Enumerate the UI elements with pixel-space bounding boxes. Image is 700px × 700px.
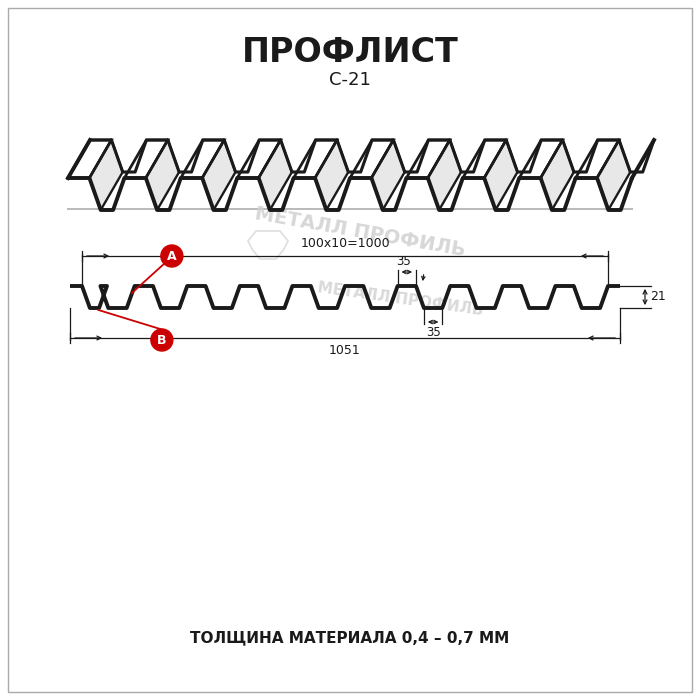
Polygon shape <box>125 140 168 178</box>
Text: МЕТАЛЛ ПРОФИЛЬ: МЕТАЛЛ ПРОФИЛЬ <box>316 280 484 318</box>
Polygon shape <box>407 140 450 178</box>
Polygon shape <box>350 140 393 178</box>
Polygon shape <box>519 140 563 178</box>
Text: ТОЛЩИНА МАТЕРИАЛА 0,4 – 0,7 ММ: ТОЛЩИНА МАТЕРИАЛА 0,4 – 0,7 ММ <box>190 631 510 645</box>
Polygon shape <box>293 140 337 178</box>
Polygon shape <box>68 140 111 178</box>
Text: 21: 21 <box>650 290 666 304</box>
Polygon shape <box>90 140 122 210</box>
Polygon shape <box>202 140 235 210</box>
Polygon shape <box>237 140 281 178</box>
Polygon shape <box>372 140 405 210</box>
Polygon shape <box>484 140 517 210</box>
Polygon shape <box>146 140 179 210</box>
Polygon shape <box>181 140 224 178</box>
Text: 35: 35 <box>426 326 440 339</box>
Circle shape <box>161 245 183 267</box>
Polygon shape <box>540 140 574 210</box>
Polygon shape <box>315 140 349 210</box>
Text: A: A <box>167 249 176 262</box>
Text: 100х10=1000: 100х10=1000 <box>300 237 390 250</box>
Polygon shape <box>463 140 506 178</box>
Text: B: B <box>157 333 167 346</box>
Text: 1051: 1051 <box>329 344 361 357</box>
Polygon shape <box>428 140 461 210</box>
Text: С-21: С-21 <box>329 71 371 89</box>
Polygon shape <box>258 140 292 210</box>
Polygon shape <box>575 140 619 178</box>
Text: ПРОФЛИСТ: ПРОФЛИСТ <box>241 36 458 69</box>
Text: 35: 35 <box>396 255 411 268</box>
Circle shape <box>151 329 173 351</box>
Polygon shape <box>597 140 630 210</box>
Text: МЕТАЛЛ ПРОФИЛЬ: МЕТАЛЛ ПРОФИЛЬ <box>253 204 467 260</box>
